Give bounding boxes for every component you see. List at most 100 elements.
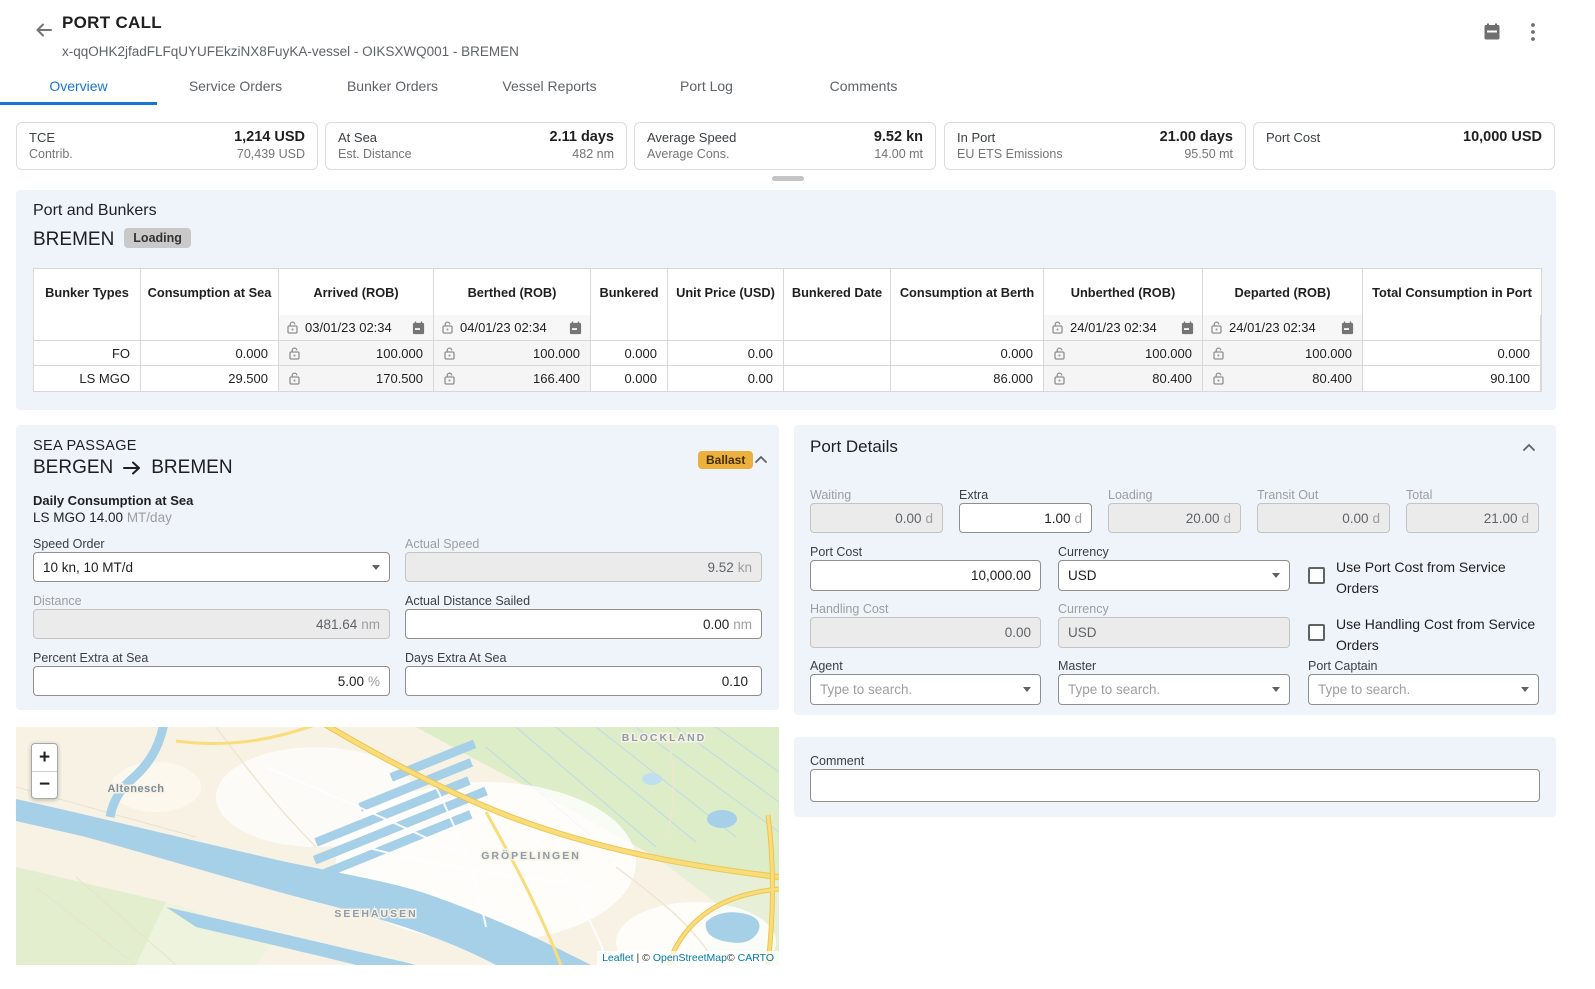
extra-label: Extra (959, 488, 988, 502)
panel-drag-handle[interactable] (772, 176, 804, 181)
port-cost-label: Port Cost (810, 545, 862, 559)
kebab-menu-icon (1531, 23, 1535, 41)
actual-distance-sailed-input[interactable]: 0.00nm (405, 609, 762, 639)
status-badge: Loading (124, 228, 191, 248)
days-extra-input[interactable]: 0.10 (405, 666, 762, 696)
table-dates-row: 03/01/23 02:34 04/01/23 02:34 24/01/23 0… (34, 315, 1541, 341)
kpi-label: TCE (29, 129, 55, 146)
port-map[interactable]: BLOCKLAND GRÖPELINGEN SEEHAUSEN Altenesc… (16, 727, 779, 965)
col-header-total-consumption: Total Consumption in Port (1363, 269, 1541, 315)
to-port: BREMEN (151, 457, 232, 479)
zoom-in-button[interactable]: + (32, 744, 57, 771)
calendar-icon (1341, 321, 1354, 335)
departed-date-value: 24/01/23 02:34 (1222, 320, 1341, 335)
cell-unit-price[interactable]: 0.00 (668, 366, 784, 391)
cell-bunkered-date[interactable] (784, 366, 891, 391)
cell-berthed-rob: 100.000 (434, 341, 591, 366)
use-port-cost-label: Use Port Cost from Service Orders (1336, 557, 1541, 599)
chevron-down-icon (1521, 687, 1529, 692)
handling-currency-select: USD (1058, 617, 1290, 648)
currency-select[interactable]: USD (1058, 560, 1290, 591)
tab-bunker-orders[interactable]: Bunker Orders (314, 70, 471, 104)
table-header-row: Bunker Types Consumption at Sea Arrived … (34, 269, 1541, 315)
kpi-value: 70,439 USD (237, 146, 305, 163)
calendar-icon (569, 321, 582, 335)
sea-passage-panel: SEA PASSAGE BERGEN BREMEN Ballast Daily … (16, 425, 779, 710)
kpi-card-in-port: In Port21.00 days EU ETS Emissions95.50 … (944, 122, 1246, 170)
extra-input[interactable]: 1.00d (959, 503, 1092, 533)
kpi-value: 14.00 mt (874, 146, 923, 163)
percent-extra-input[interactable]: 5.00% (33, 666, 390, 696)
cell-bunkered-date[interactable] (784, 341, 891, 366)
kpi-label: Port Cost (1266, 129, 1320, 146)
arrived-date-value: 03/01/23 02:34 (298, 320, 412, 335)
comment-panel: Comment (794, 737, 1556, 817)
zoom-out-button[interactable]: − (32, 771, 57, 798)
chevron-up-icon (754, 454, 768, 464)
kpi-label: Contrib. (29, 146, 73, 163)
cell-bunker-type: LS MGO (34, 366, 141, 391)
cell-consumption-at-sea[interactable]: 0.000 (141, 341, 279, 366)
calendar-icon (1482, 22, 1502, 42)
unberthed-date-value: 24/01/23 02:34 (1063, 320, 1181, 335)
port-details-panel: Port Details Waiting 0.00d Extra 1.00d L… (794, 425, 1556, 715)
kpi-card-at-sea: At Sea2.11 days Est. Distance482 nm (325, 122, 627, 170)
lock-icon (444, 372, 455, 385)
speed-order-select[interactable]: 10 kn, 10 MT/d (33, 552, 390, 582)
cell-consumption-at-berth[interactable]: 86.000 (891, 366, 1044, 391)
lock-icon (444, 347, 455, 360)
comment-input[interactable] (810, 769, 1540, 802)
col-header-bunker-types: Bunker Types (34, 269, 141, 315)
back-button[interactable] (30, 16, 58, 44)
agent-search-input[interactable]: Type to search. (810, 674, 1041, 705)
tab-vessel-reports[interactable]: Vessel Reports (471, 70, 628, 104)
percent-extra-label: Percent Extra at Sea (33, 651, 148, 665)
berthed-date-picker[interactable]: 04/01/23 02:34 (434, 315, 590, 340)
kpi-label: Average Cons. (647, 146, 729, 163)
collapse-section-button[interactable] (1522, 439, 1536, 455)
tab-bar: Overview Service Orders Bunker Orders Ve… (0, 70, 1595, 104)
use-port-cost-checkbox[interactable] (1308, 567, 1325, 584)
unberthed-date-picker[interactable]: 24/01/23 02:34 (1044, 315, 1202, 340)
route-arrow-icon (123, 461, 141, 475)
port-captain-search-input[interactable]: Type to search. (1308, 674, 1539, 705)
use-handling-cost-checkbox[interactable] (1308, 624, 1325, 641)
kpi-value: 9.52 kn (874, 129, 923, 146)
cell-unit-price[interactable]: 0.00 (668, 341, 784, 366)
distance-input: 481.64nm (33, 609, 390, 639)
kpi-label: In Port (957, 129, 995, 146)
port-cost-input[interactable]: 10,000.00 (810, 560, 1041, 591)
lock-icon (289, 372, 300, 385)
tab-port-log[interactable]: Port Log (628, 70, 785, 104)
cell-arrived-rob: 100.000 (279, 341, 434, 366)
lock-icon (442, 321, 453, 334)
more-options-button[interactable] (1519, 18, 1547, 46)
chevron-down-icon (1272, 687, 1280, 692)
tab-overview[interactable]: Overview (0, 70, 157, 104)
cell-consumption-at-sea[interactable]: 29.500 (141, 366, 279, 391)
map-label-groepelingen: GRÖPELINGEN (481, 849, 581, 862)
currency-label: Currency (1058, 545, 1109, 559)
calendar-button[interactable] (1478, 18, 1506, 46)
cell-consumption-at-berth[interactable]: 0.000 (891, 341, 1044, 366)
collapse-section-button[interactable] (754, 451, 768, 467)
carto-link[interactable]: CARTO (738, 952, 774, 964)
lock-icon (287, 321, 298, 334)
cell-bunkered[interactable]: 0.000 (591, 341, 668, 366)
leaflet-link[interactable]: Leaflet (602, 952, 634, 964)
actual-speed-label: Actual Speed (405, 537, 479, 551)
arrived-date-picker[interactable]: 03/01/23 02:34 (279, 315, 433, 340)
master-search-input[interactable]: Type to search. (1058, 674, 1290, 705)
total-label: Total (1406, 488, 1432, 502)
map-zoom-control: + − (31, 743, 58, 799)
cell-bunkered[interactable]: 0.000 (591, 366, 668, 391)
tab-service-orders[interactable]: Service Orders (157, 70, 314, 104)
port-captain-label: Port Captain (1308, 659, 1377, 673)
kpi-value: 2.11 days (550, 129, 615, 146)
departed-date-picker[interactable]: 24/01/23 02:34 (1203, 315, 1362, 340)
tab-comments[interactable]: Comments (785, 70, 942, 104)
openstreetmap-link[interactable]: OpenStreetMap (653, 952, 727, 964)
kpi-label: EU ETS Emissions (957, 146, 1063, 163)
table-row-fo: FO 0.000 100.000 100.000 0.000 0.00 0.00… (34, 341, 1541, 366)
daily-consumption-value: LS MGO 14.00 (33, 510, 123, 525)
